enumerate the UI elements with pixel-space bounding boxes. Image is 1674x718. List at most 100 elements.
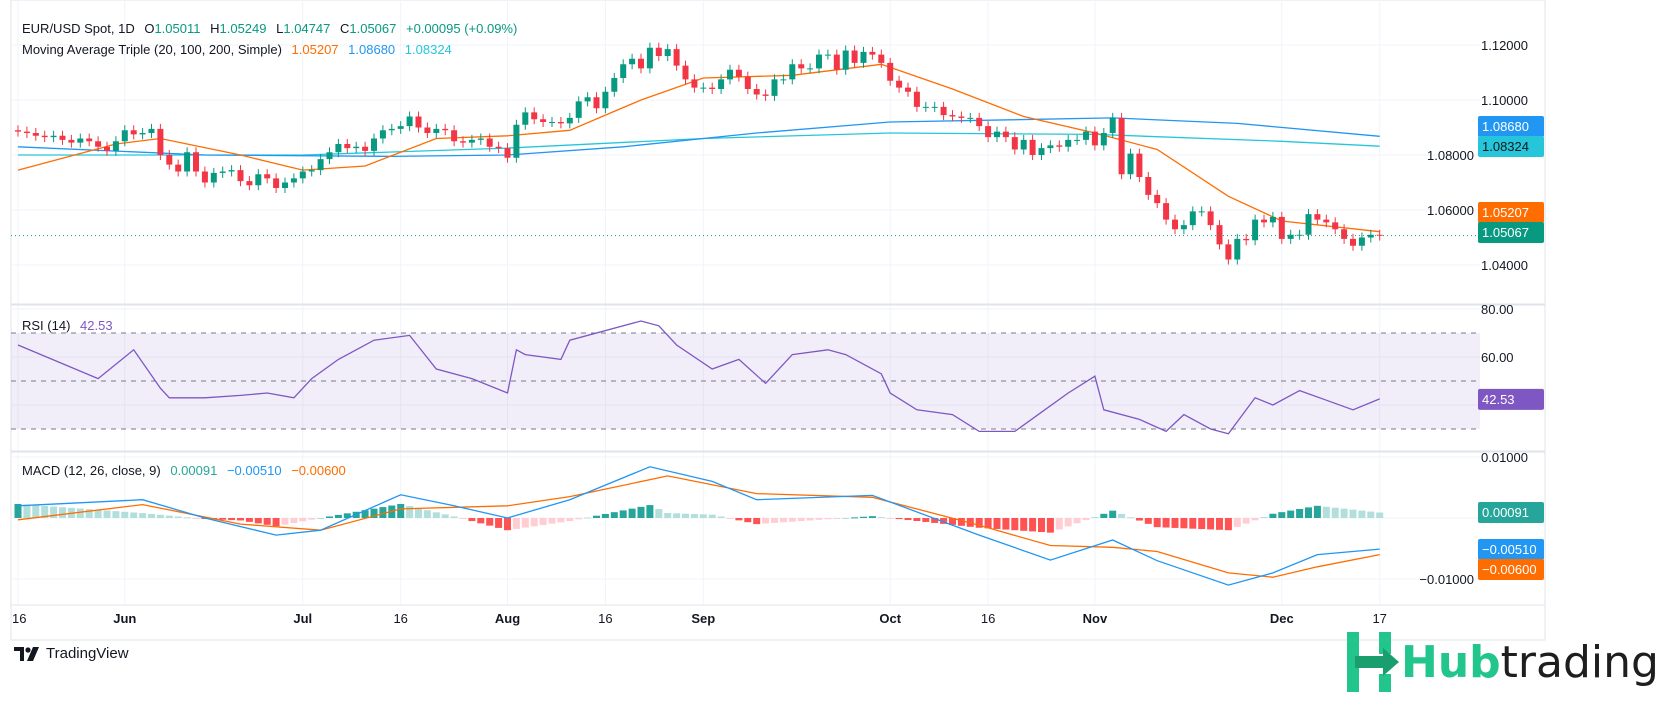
macd-histogram-bar [459,518,467,519]
candle-body [638,58,644,69]
ma200-price-tag: 1.08324 [1482,139,1529,154]
macd-histogram-bar [379,507,387,518]
macd-histogram-bar [1011,518,1019,531]
rsi-tick-label: 80.00 [1481,302,1514,317]
candle-body [193,152,199,172]
macd-histogram-bar [895,518,903,520]
candle-body [335,144,342,153]
ma100-price-tag: 1.08680 [1482,119,1529,134]
macd-histogram-bar [1171,518,1179,528]
macd-histogram-bar [922,518,930,522]
candle-body [299,171,306,179]
macd-histogram-bar [1055,518,1063,530]
macd-histogram-bar [530,518,538,527]
ma-title: Moving Average Triple (20, 100, 200, Sim… [22,42,282,57]
macd-histogram-bar [1109,510,1117,518]
macd-histogram-bar [50,506,58,518]
macd-histogram-bar [334,514,342,518]
macd-histogram-bar [370,508,378,518]
candle-body [1243,238,1250,241]
macd-histogram-bar [219,518,227,520]
candle-body [887,62,894,81]
macd-histogram-bar [1287,510,1295,518]
candle-body [130,130,137,135]
macd-histogram-bar [708,514,716,518]
candle-body [922,106,929,108]
macd-histogram-bar [1269,513,1277,518]
price-tick-label: 1.04000 [1481,258,1528,273]
macd-histogram-bar [744,518,752,523]
macd-histogram-tag: 0.00091 [1482,505,1529,520]
candle-body [842,50,849,70]
time-axis-label: 16 [981,611,995,626]
macd-histogram-bar [156,514,164,518]
candle-body [513,124,520,158]
time-axis-label: Aug [495,611,520,626]
candle-body [718,79,725,89]
tradingview-icon [14,646,39,661]
candle-body [1207,211,1214,226]
candle-body [549,122,555,123]
candle-body [762,94,769,96]
rsi-value-tag: 42.53 [1482,392,1515,407]
candle-body [709,87,716,89]
time-axis-label: Jul [293,611,312,626]
candle-body [486,138,493,147]
candle-body [1065,139,1072,147]
macd-histogram-bar [1189,518,1197,529]
macd-histogram-bar [868,516,876,518]
candle-body [913,91,920,107]
close-value: 1.05067 [349,21,397,36]
macd-histogram-bar [833,518,841,519]
candle-body [655,47,662,56]
macd-histogram-bar [824,518,832,520]
macd-histogram-bar [1331,507,1339,518]
macd-histogram-bar [1180,518,1188,529]
macd-tick-label: 0.01000 [1481,450,1528,465]
candle-body [771,79,778,96]
candle-body [86,138,93,142]
candle-body [557,122,564,124]
ohlc-close: C1.05067 [340,21,396,36]
candle-body [451,130,458,142]
candle-body [531,112,538,120]
candle-body [1002,131,1009,138]
macd-signal-line [17,475,1380,578]
macd-histogram-bar [1198,518,1206,530]
macd-histogram-bar [771,518,778,523]
candle-body [460,141,466,143]
candle-body [104,146,110,151]
ma100-value: 1.08680 [348,42,396,57]
open-label: O [144,21,155,36]
macd-histogram-bar [237,518,244,521]
candle-body [1323,219,1330,223]
tradingview-logo[interactable]: TradingView [14,645,129,662]
macd-histogram-bar [76,508,84,518]
candle-body [673,49,680,66]
macd-value-tag: −0.00510 [1482,542,1537,557]
macd-histogram-bar [931,518,939,523]
macd-histogram-tag-bg [1478,502,1544,523]
candle-body [255,174,262,186]
candle-body [344,144,351,149]
macd-histogram-bar [949,518,956,525]
macd-histogram-bar [539,518,547,525]
macd-histogram-bar [85,509,93,518]
price-tick-label: 1.08000 [1427,148,1474,163]
candle-body [1056,145,1063,147]
change-value: +0.00095 (+0.09%) [406,21,518,36]
rsi-value-tag-bg [1478,388,1544,410]
macd-histogram-bar [682,513,689,518]
candle-body [237,170,244,182]
macd-histogram-bar [1135,518,1143,521]
macd-histogram-bar [504,518,511,531]
macd-signal-value: −0.00600 [291,463,346,478]
macd-histogram-bar [575,518,583,520]
candle-body [59,135,66,140]
macd-histogram-bar [566,518,574,522]
macd-histogram-bar [317,518,325,519]
candle-body [166,155,173,165]
candle-body [95,141,102,147]
candle-body [282,182,288,188]
